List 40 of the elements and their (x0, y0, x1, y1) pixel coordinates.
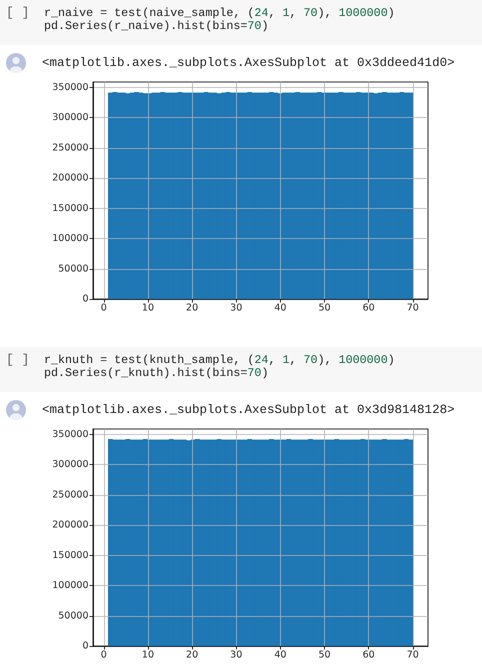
text: pd.Series(r_naive).hist(bins=70) (44, 19, 268, 33)
text: pd.Series(r_knuth).hist(bins=70) (44, 366, 268, 380)
text: r_naive = test(naive_sample, (24, 1, 70), 1000000) (44, 6, 395, 20)
x-tick-label: 0 (100, 650, 107, 660)
x-tick-label: 20 (186, 302, 198, 314)
x-tick-label: 40 (274, 302, 286, 314)
text: <matplotlib.axes._subplots.AxesSubplot at 0x3ddeed41d0> (42, 56, 455, 70)
x-tick-label: 20 (186, 650, 198, 660)
x-tick-label: 70 (406, 302, 419, 314)
text: r_knuth = test(knuth_sample, (24, 1, 70), 1000000) (44, 353, 395, 367)
y-tick-label: 50000 (58, 610, 88, 622)
y-tick-label: 0 (82, 640, 88, 652)
y-tick-label: 100000 (52, 233, 88, 244)
x-tick-label: 60 (362, 650, 375, 660)
y-tick-label: 100000 (52, 580, 88, 592)
x-tick-label: 30 (230, 302, 242, 314)
y-tick-label: 150000 (52, 202, 88, 214)
text: <matplotlib.axes._subplots.AxesSubplot at 0x3d98148128> (42, 403, 455, 417)
y-tick-label: 350000 (52, 82, 88, 93)
x-tick-label: 10 (142, 302, 154, 314)
y-tick-label: 300000 (52, 112, 88, 124)
x-tick-label: 50 (318, 650, 331, 660)
x-tick-label: 30 (230, 650, 242, 660)
x-tick-label: 0 (100, 302, 107, 314)
x-tick-label: 60 (362, 302, 375, 314)
y-tick-label: 150000 (52, 550, 88, 561)
x-tick-label: 40 (274, 650, 286, 660)
x-tick-label: 50 (318, 302, 331, 314)
x-tick-label: 70 (406, 650, 419, 660)
y-tick-label: 200000 (52, 172, 88, 184)
y-tick-label: 250000 (52, 142, 88, 154)
y-tick-label: 300000 (52, 459, 88, 470)
x-tick-label: 10 (142, 650, 154, 660)
text: [ ] (6, 352, 30, 367)
y-tick-label: 50000 (58, 263, 88, 274)
text: [ ] (6, 5, 30, 20)
y-tick-label: 0 (82, 294, 88, 304)
y-tick-label: 200000 (52, 520, 88, 531)
y-tick-label: 250000 (52, 489, 88, 500)
y-tick-label: 350000 (52, 428, 88, 440)
